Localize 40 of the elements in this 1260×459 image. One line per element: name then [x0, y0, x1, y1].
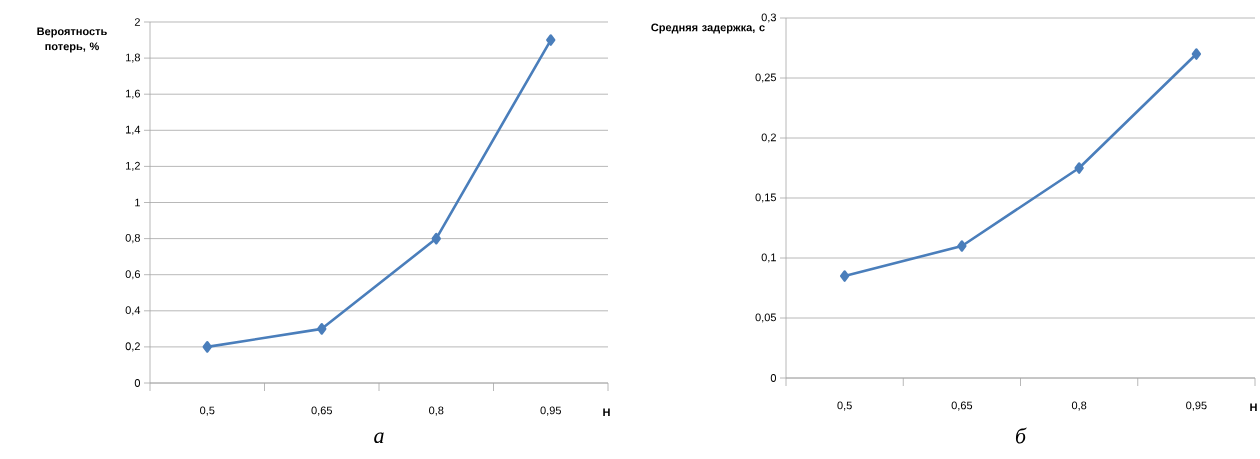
- y-tick-label: 0: [134, 379, 141, 387]
- text: а: [374, 432, 384, 444]
- x-tick-label: 0,8: [1071, 401, 1087, 411]
- y-tick-label: 0: [770, 374, 777, 382]
- point: [202, 341, 212, 353]
- y-tick-label: 1,4: [126, 125, 141, 135]
- x-tick-label: 0,95: [1186, 401, 1207, 411]
- text: б: [1015, 427, 1027, 444]
- y-tick-label: 1,6: [126, 89, 140, 99]
- x-tick-label: 0,65: [311, 406, 332, 416]
- point: [546, 34, 556, 46]
- x-tick-label: 0,5: [200, 406, 215, 416]
- point: [1074, 162, 1084, 174]
- y-tick-label: 0,05: [755, 313, 776, 323]
- y-tick-label: 0,1: [761, 253, 776, 263]
- y-tick-label: 0,3: [761, 13, 776, 23]
- y-tick-label: 2: [134, 18, 140, 26]
- point: [1191, 48, 1202, 60]
- x-tick-label: 0,5: [837, 401, 852, 411]
- x-tick-label: 0,95: [540, 406, 561, 416]
- y-tick-label: 0,4: [125, 306, 141, 316]
- x-tick-label: 0,65: [951, 401, 973, 411]
- y-tick-label: 1,2: [126, 161, 140, 171]
- y-tick-label: 0,8: [125, 234, 140, 244]
- x-axis-title: Н: [1250, 403, 1257, 412]
- y-axis-title: Вероятность потерь, %: [37, 27, 107, 53]
- y-axis-title: Средняя задержка, с: [651, 23, 765, 34]
- point: [317, 323, 327, 335]
- x-axis-title: Н: [603, 408, 610, 417]
- point: [431, 232, 441, 245]
- x-tick-label: 0,8: [429, 406, 444, 416]
- point: [957, 240, 967, 252]
- y-tick-label: 1: [135, 198, 140, 207]
- y-tick-label: 0,2: [761, 133, 776, 143]
- point: [839, 270, 850, 282]
- y-tick-label: 0,6: [125, 270, 140, 280]
- y-tick-label: 1,8: [126, 53, 140, 63]
- y-tick-label: 0,15: [755, 193, 776, 203]
- y-tick-label: 0,2: [125, 342, 140, 352]
- y-tick-label: 0,25: [755, 73, 776, 83]
